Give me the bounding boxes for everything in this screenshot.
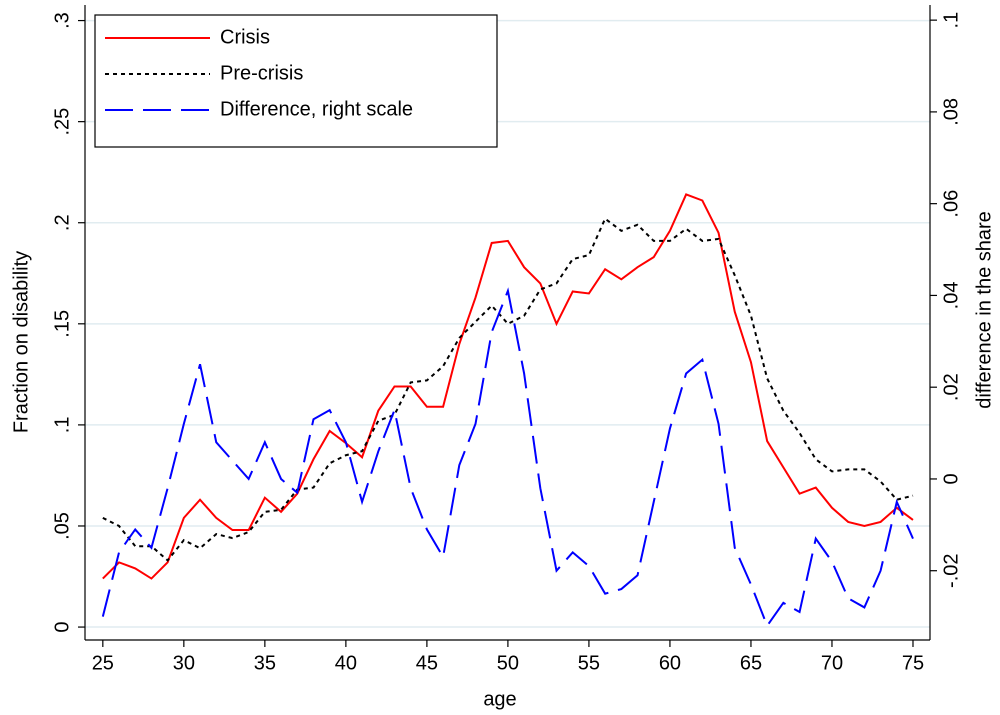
x-tick-label: 70: [821, 652, 843, 674]
x-tick-label: 35: [254, 652, 276, 674]
legend-label: Crisis: [220, 26, 270, 48]
legend-box: [94, 14, 498, 148]
series-line: [101, 287, 914, 628]
x-tick-label: 75: [902, 652, 924, 674]
legend-label: Difference, right scale: [220, 98, 413, 120]
y2-tick-label: .1: [940, 12, 962, 29]
y-tick-label: .3: [51, 12, 73, 29]
x-tick-label: 65: [740, 652, 762, 674]
x-tick-label: 50: [497, 652, 519, 674]
y2-tick-label: -.02: [940, 553, 962, 587]
y2-tick-label: .06: [940, 190, 962, 218]
y2-tick-label: .02: [940, 373, 962, 401]
series-line: [102, 217, 914, 562]
y-tick-label: .1: [51, 417, 73, 434]
y-axis-label: Fraction on disability: [10, 251, 32, 433]
y2-tick-label: 0: [940, 473, 962, 484]
legend-label: Pre-crisis: [220, 62, 303, 84]
x-tick-label: 60: [659, 652, 681, 674]
x-tick-label: 55: [578, 652, 600, 674]
x-tick-label: 40: [335, 652, 357, 674]
y2-tick-label: .04: [940, 282, 962, 310]
y-tick-label: 0: [51, 621, 73, 632]
y-tick-label: .05: [51, 512, 73, 540]
x-tick-label: 30: [173, 652, 195, 674]
x-axis-label: age: [483, 688, 516, 710]
series-line: [102, 193, 914, 580]
x-tick-label: 45: [416, 652, 438, 674]
y2-axis-label: difference in the share: [973, 211, 995, 409]
y-tick-label: .25: [51, 108, 73, 136]
x-tick-label: 25: [92, 652, 114, 674]
y2-tick-label: .08: [940, 98, 962, 126]
y-tick-label: .15: [51, 310, 73, 338]
y-tick-label: .2: [51, 214, 73, 231]
